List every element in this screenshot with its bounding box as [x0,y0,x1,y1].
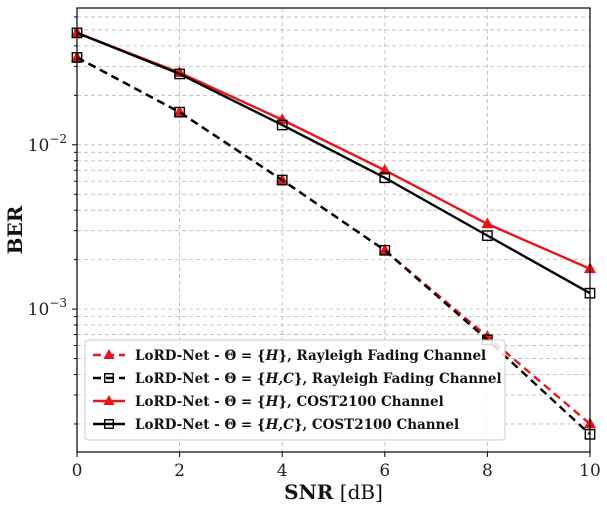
x-tick-label: 2 [174,461,185,481]
legend-label: LoRD-Net - Θ = {H,C}, Rayleigh Fading Ch… [135,371,502,387]
legend-label: LoRD-Net - Θ = {H}, COST2100 Channel [135,394,444,410]
x-axis-label: SNR [dB] [284,480,383,504]
triangle-marker [276,113,289,125]
square-marker [174,68,185,80]
square-marker [379,172,391,184]
square-marker [379,244,391,256]
legend: LoRD-Net - Θ = {H}, Rayleigh Fading Chan… [84,339,506,441]
triangle-marker [103,394,115,405]
square-marker [104,373,114,383]
legend-label: LoRD-Net - Θ = {H}, Rayleigh Fading Chan… [135,348,486,364]
y-tick-label: 10−2 [28,132,67,156]
legend-box [84,339,506,441]
series-line [76,31,591,295]
triangle-marker [103,348,115,359]
axes: 0 2 4 6 8 10 10−2 10−3 SNR [dB] BER [3,16,601,504]
legend-item: LoRD-Net - Θ = {H}, Rayleigh Fading Chan… [93,348,486,364]
legend-label: LoRD-Net - Θ = {H,C}, COST2100 Channel [135,417,459,433]
series-4 [71,27,596,299]
square-marker [174,106,185,118]
x-tick-label: 10 [579,461,601,481]
plot-frame [76,7,591,453]
x-tick-label: 8 [482,461,493,481]
square-marker [104,419,114,429]
legend-item: LoRD-Net - Θ = {H}, COST2100 Channel [93,394,444,410]
x-tick-label: 0 [72,461,83,481]
x-tick-label: 6 [379,461,390,481]
legend-item: LoRD-Net - Θ = {H,C}, COST2100 Channel [93,417,459,433]
square-marker [482,230,493,242]
y-tick-label: 10−3 [28,296,67,320]
series-3 [70,26,597,274]
legend-item: LoRD-Net - Θ = {H,C}, Rayleigh Fading Ch… [93,371,502,387]
square-marker [276,174,288,186]
triangle-marker [481,217,494,229]
y-axis-label: BER [3,205,27,254]
triangle-marker [378,163,391,175]
x-tick-label: 4 [277,461,288,481]
square-marker [276,119,288,131]
